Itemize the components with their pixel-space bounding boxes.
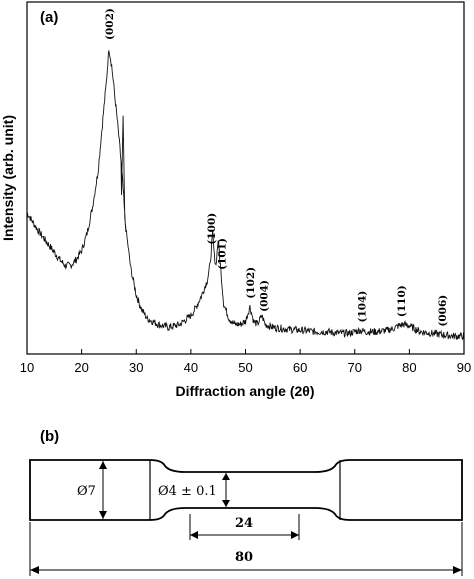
peak-label: (002) (104, 8, 116, 40)
gauge-diameter-label: Ø4 ± 0.1 (158, 484, 217, 499)
x-tick-label: 30 (129, 360, 143, 375)
peak-label: (100) (206, 213, 218, 245)
arrowhead (222, 500, 230, 507)
arrowhead (291, 531, 299, 539)
x-axis-title: Diffraction angle (2θ) (175, 383, 314, 399)
arrowhead (222, 473, 230, 480)
total-length-label: 80 (235, 550, 253, 565)
peak-label: (004) (259, 280, 271, 312)
peak-label: (110) (396, 285, 408, 317)
y-axis-title: Intensity (arb. unit) (0, 115, 16, 241)
arrowhead (190, 531, 198, 539)
x-tick-label: 50 (238, 360, 252, 375)
panel-a-label: (a) (40, 9, 58, 26)
arrowhead (453, 566, 462, 574)
x-tick-label: 40 (184, 360, 198, 375)
peak-label: (006) (437, 295, 449, 327)
peak-label: (101) (217, 238, 229, 270)
peak-labels: (002) (100)(101) (102) (004) (104) (110) (006) (104, 8, 449, 326)
x-tick-label: 90 (457, 360, 471, 375)
arrowhead (99, 461, 107, 469)
arrowhead (99, 511, 107, 519)
xrd-pattern-line (26, 49, 465, 341)
x-tick-label: 70 (348, 360, 362, 375)
panel-b-label: (b) (40, 428, 59, 445)
peak-label: (102) (245, 267, 257, 299)
x-tick-label: 20 (74, 360, 88, 375)
x-tick-label: 60 (293, 360, 307, 375)
specimen-outline (29, 459, 463, 521)
x-axis-tick-labels: 10 20 30 40 50 60 70 80 90 (20, 360, 471, 375)
x-tick-label: 80 (402, 360, 416, 375)
x-axis-ticks (26, 349, 465, 354)
peak-label: (104) (356, 291, 368, 323)
arrowhead (30, 566, 39, 574)
gauge-length-label: 24 (235, 516, 253, 531)
grip-diameter-label: Ø7 (77, 484, 96, 499)
x-tick-label: 10 (20, 360, 34, 375)
